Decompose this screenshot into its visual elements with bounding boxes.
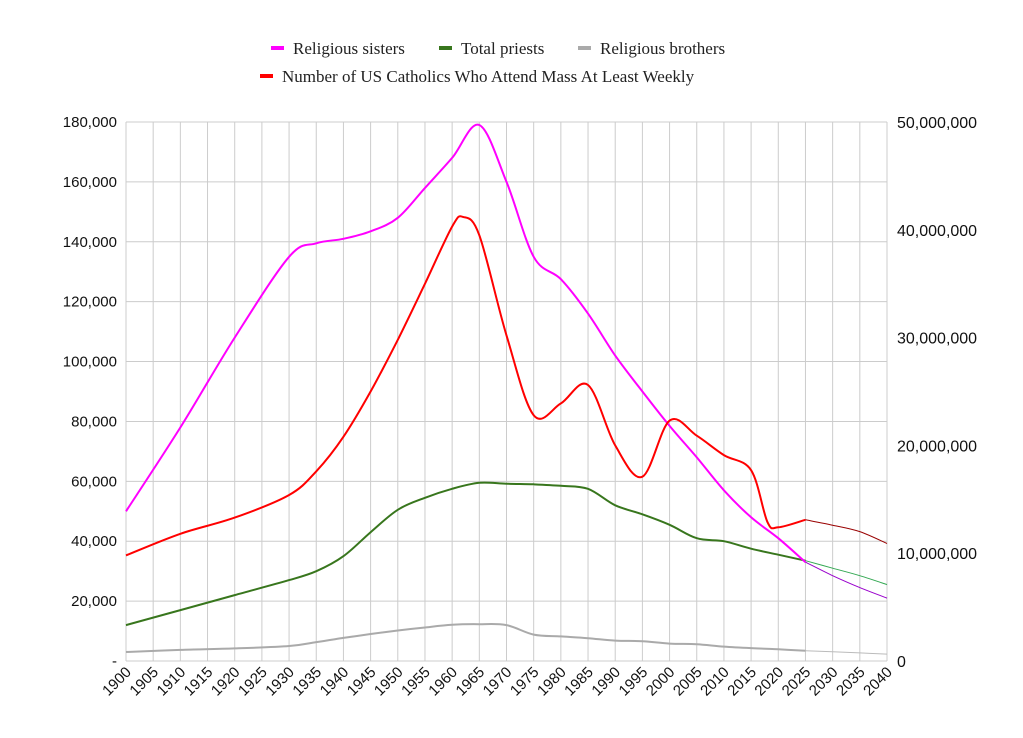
projection-line-number-of-us-catholics-who-attend-mass-at-least-weekly — [805, 519, 888, 544]
y-axis-left: - 20,000 40,000 60,000 80,000 100,000 120,000 1… — [63, 114, 117, 670]
x-tick-label: 1935 — [289, 664, 325, 700]
legend-label: Religious brothers — [600, 39, 725, 58]
y-left-tick-label: 20,000 — [71, 593, 117, 610]
y-left-tick-label: 60,000 — [71, 473, 117, 490]
x-tick-label: 2000 — [643, 664, 679, 700]
y-left-tick-label: 160,000 — [63, 174, 117, 191]
y-right-tick-label: 20,000,000 — [897, 438, 977, 455]
y-right-tick-label: 10,000,000 — [897, 546, 977, 563]
x-tick-label: 2030 — [806, 664, 842, 700]
y-left-tick-label: 180,000 — [63, 114, 117, 131]
x-tick-label: 1930 — [262, 664, 298, 700]
y-axis-right: 0 10,000,000 20,000,000 30,000,000 40,000,00… — [897, 115, 977, 671]
x-tick-label: 1990 — [588, 664, 624, 700]
y-left-tick-label: 100,000 — [63, 354, 117, 371]
series-line-religious-brothers — [125, 622, 806, 653]
legend-label: Religious sisters — [293, 39, 405, 58]
x-tick-label: 1910 — [154, 664, 190, 700]
y-right-tick-label: 0 — [897, 654, 906, 671]
x-axis: 1900190519101915192019251930193519401945… — [99, 664, 896, 700]
series-line-number-of-us-catholics-who-attend-mass-at-least-weekly — [125, 215, 806, 557]
x-tick-label: 1970 — [480, 664, 516, 700]
x-tick-label: 2025 — [779, 664, 815, 700]
projection-line-total-priests — [805, 560, 888, 586]
x-tick-label: 1980 — [534, 664, 570, 700]
projection-line-religious-sisters — [805, 561, 888, 599]
x-tick-label: 1940 — [317, 664, 353, 700]
x-tick-label: 2040 — [860, 664, 896, 700]
y-left-tick-label: 120,000 — [63, 294, 117, 311]
y-right-tick-label: 30,000,000 — [897, 331, 977, 348]
y-right-tick-label: 50,000,000 — [897, 115, 977, 132]
series-line-religious-sisters — [125, 123, 807, 563]
x-tick-label: 2020 — [751, 664, 787, 700]
projection-line-religious-brothers — [805, 650, 888, 655]
legend: Religious sisters Total priests Religious … — [260, 39, 725, 86]
x-tick-label: 1920 — [208, 664, 244, 700]
legend-label: Number of US Catholics Who Attend Mass A… — [282, 67, 695, 86]
y-left-tick-label: 80,000 — [71, 413, 117, 430]
x-tick-label: 1925 — [235, 664, 271, 700]
x-tick-label: 1965 — [453, 664, 489, 700]
x-tick-label: 1915 — [181, 664, 217, 700]
series-line-total-priests — [125, 481, 806, 627]
x-tick-label: 2005 — [670, 664, 706, 700]
x-tick-label: 1955 — [398, 664, 434, 700]
x-tick-label: 2015 — [724, 664, 760, 700]
legend-label: Total priests — [461, 39, 544, 58]
x-tick-label: 1905 — [126, 664, 162, 700]
y-right-tick-label: 40,000,000 — [897, 223, 977, 240]
y-left-tick-label: 40,000 — [71, 533, 117, 550]
gridlines — [125, 121, 888, 662]
series-lines — [125, 123, 888, 655]
x-tick-label: 1985 — [561, 664, 597, 700]
x-tick-label: 1900 — [99, 664, 135, 700]
y-left-tick-label: - — [112, 653, 117, 670]
x-tick-label: 1975 — [507, 664, 543, 700]
x-tick-label: 2010 — [697, 664, 733, 700]
x-tick-label: 1945 — [344, 664, 380, 700]
x-tick-label: 1995 — [616, 664, 652, 700]
x-tick-label: 2035 — [833, 664, 869, 700]
y-left-tick-label: 140,000 — [63, 234, 117, 251]
x-tick-label: 1950 — [371, 664, 407, 700]
x-tick-label: 1960 — [425, 664, 461, 700]
